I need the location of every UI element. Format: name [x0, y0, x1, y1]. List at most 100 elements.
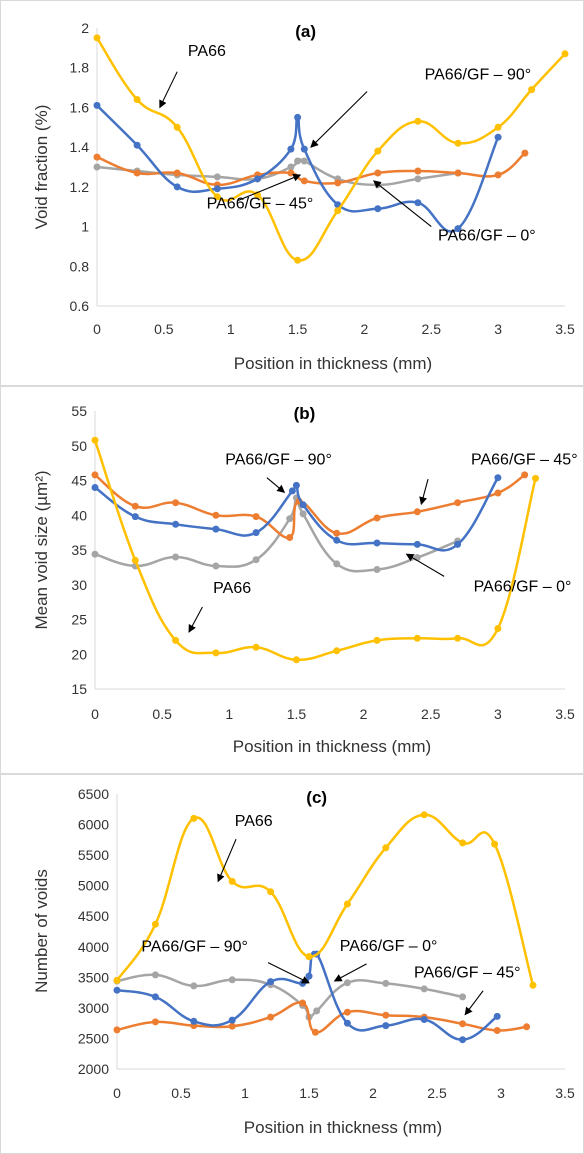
data-point: [131, 502, 139, 510]
data-point: [343, 1008, 351, 1016]
y-tick-label: 0.8: [70, 258, 90, 274]
chart-1: 0.6 0.8 1 1.2 1.4 1.6 1.8 2 0 0.5 1 1.5 2 2.5 3 3.5 Posi…: [32, 20, 575, 373]
data-point: [288, 487, 296, 495]
x-tick-label: 2: [369, 1085, 377, 1101]
data-point: [190, 1017, 198, 1025]
panel-label: (b): [294, 404, 316, 423]
annotation-label: PA66/GF – 0°: [438, 227, 536, 244]
data-point: [374, 205, 382, 213]
y-tick-label: 0.6: [70, 298, 90, 314]
data-point: [373, 636, 381, 644]
x-tick-label: 0: [93, 321, 101, 337]
data-point: [113, 986, 121, 994]
data-point: [300, 145, 308, 153]
data-point: [521, 149, 529, 157]
data-point: [228, 1016, 236, 1024]
data-point: [113, 976, 121, 984]
data-point: [212, 511, 220, 519]
y-tick-label: 30: [71, 577, 87, 593]
annotation-label: PA66: [213, 580, 251, 597]
data-point: [413, 634, 421, 642]
data-point: [343, 900, 351, 908]
data-point: [459, 1020, 467, 1028]
data-point: [93, 34, 101, 42]
data-point: [494, 123, 502, 131]
data-point: [493, 1012, 501, 1020]
data-point: [561, 50, 569, 58]
data-point: [343, 1019, 351, 1027]
data-point: [373, 514, 381, 522]
x-tick-label: 3.5: [555, 1085, 575, 1101]
data-point: [333, 560, 341, 568]
data-point: [299, 510, 307, 518]
data-point: [267, 978, 275, 986]
chart-2: 15 20 25 30 35 40 45 50 55 0 0.5 1 1.5 2 2.5 3 3.5 Positi…: [32, 403, 578, 756]
x-tick-label: 3: [494, 706, 502, 722]
data-point: [529, 981, 537, 989]
series-pa66: [113, 811, 537, 989]
x-tick-label: 3: [494, 321, 502, 337]
data-point: [334, 179, 342, 187]
annotation-arrow: [373, 180, 432, 228]
y-tick-label: 45: [71, 473, 87, 489]
annotation-arrow: [464, 990, 484, 1016]
data-point: [494, 489, 502, 497]
data-point: [414, 117, 422, 125]
data-point: [287, 145, 295, 153]
data-point: [494, 625, 502, 632]
data-point: [173, 183, 181, 191]
data-point: [374, 169, 382, 177]
data-point: [459, 839, 467, 847]
chart-3: 2000 2500 3000 3500 4000 4500 5000 5500 6000 6500…: [32, 786, 575, 1137]
annotation-label: PA66/GF – 90°: [225, 452, 332, 469]
data-point: [459, 1036, 467, 1044]
data-point: [213, 193, 221, 201]
data-point: [459, 993, 467, 1001]
data-point: [521, 471, 529, 479]
data-point: [454, 540, 462, 548]
data-point: [491, 840, 499, 848]
annotation-arrow: [217, 839, 237, 883]
x-tick-label: 2: [360, 706, 368, 722]
annotation-arrow: [310, 91, 368, 148]
data-point: [91, 484, 99, 491]
data-point: [93, 101, 101, 109]
annotation-arrow: [333, 963, 367, 982]
data-point: [228, 877, 236, 885]
data-point: [286, 534, 294, 541]
data-point: [333, 647, 341, 655]
data-point: [91, 436, 99, 444]
series-line-pa66-gf-0: [94, 496, 459, 573]
data-point: [414, 199, 422, 207]
annotation-label: PA66/GF – 45°: [414, 964, 521, 981]
y-tick-label: 1.4: [70, 139, 90, 155]
series-pa66: [93, 34, 569, 264]
annotation-label: PA66/GF – 45°: [207, 196, 314, 213]
data-point: [172, 499, 180, 507]
data-point: [454, 634, 462, 642]
data-point: [493, 1027, 501, 1034]
y-axis-title: Number of voids: [32, 869, 51, 993]
annotation-label: PA66/GF – 0°: [474, 579, 572, 596]
y-tick-label: 15: [71, 681, 87, 697]
y-tick-label: 4500: [78, 908, 109, 924]
annotation-label: PA66/GF – 90°: [141, 939, 248, 956]
data-point: [414, 175, 422, 183]
data-point: [292, 656, 300, 664]
data-point: [172, 520, 180, 528]
data-point: [93, 163, 101, 171]
data-point: [305, 972, 313, 980]
data-point: [212, 562, 220, 570]
data-point: [190, 814, 198, 822]
x-tick-label: 2.5: [422, 321, 442, 337]
data-point: [213, 173, 221, 181]
data-point: [454, 225, 462, 233]
data-point: [294, 157, 302, 165]
y-axis-title: Void fraction (%): [32, 105, 51, 230]
x-tick-label: 3.5: [555, 706, 575, 722]
series-line-pa66-gf-45: [96, 152, 526, 187]
data-point: [333, 529, 341, 537]
y-tick-label: 3000: [78, 1000, 109, 1016]
x-tick-label: 1: [241, 1085, 249, 1101]
data-point: [286, 515, 294, 523]
